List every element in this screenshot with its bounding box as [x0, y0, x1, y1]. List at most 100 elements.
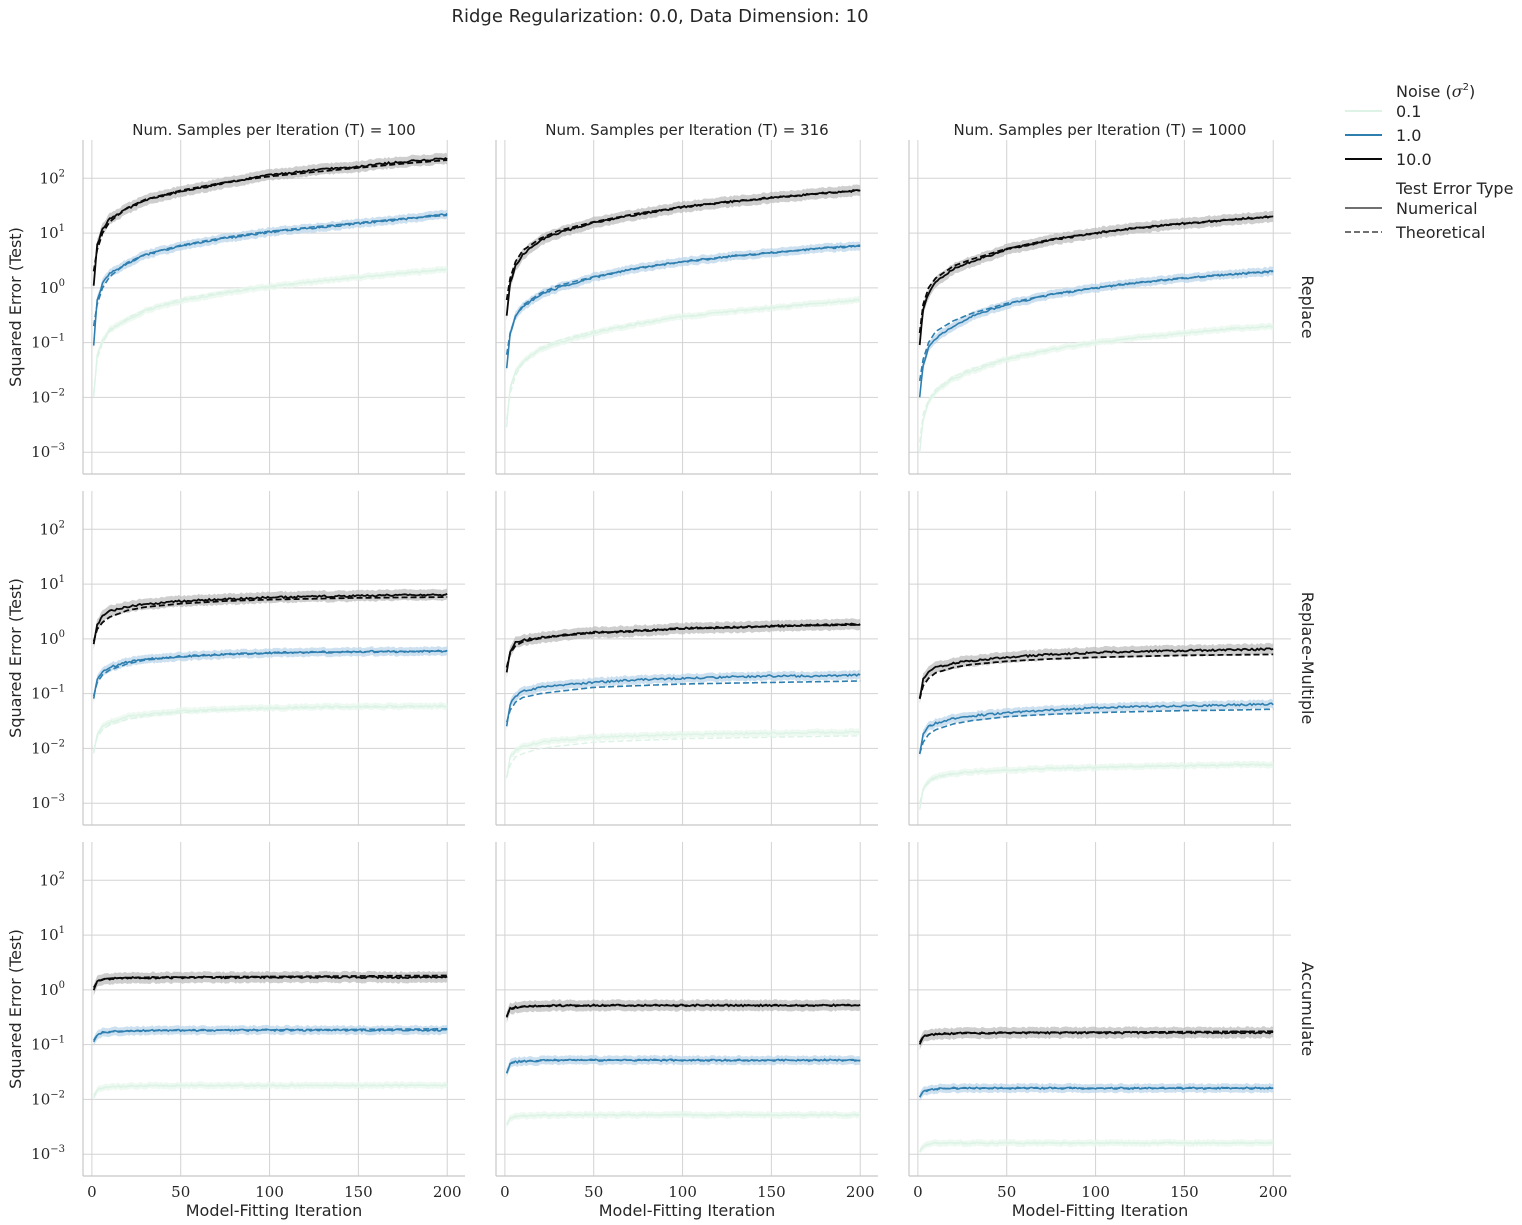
y-tick-label: 10−1: [31, 333, 65, 352]
theoretical-line-noise-10.0: [92, 596, 448, 642]
x-tick-label: 150: [757, 1183, 786, 1201]
confidence-band-noise-1.0: [506, 669, 861, 731]
confidence-band-noise-1.0: [506, 241, 861, 373]
numerical-line-noise-10.0: [92, 975, 448, 991]
theoretical-line-noise-10.0: [505, 624, 861, 668]
y-tick-label: 101: [40, 574, 65, 593]
theoretical-line-noise-1.0: [93, 1027, 448, 1041]
numerical-line-noise-1.0: [92, 212, 448, 346]
panel-1-2: Num. Samples per Iteration (T) = 316: [495, 121, 878, 475]
column-title: Num. Samples per Iteration (T) = 100: [132, 121, 415, 139]
x-tick-label: 50: [997, 1183, 1016, 1201]
theoretical-line-noise-0.1: [93, 268, 448, 394]
y-axis-label: Squared Error (Test): [6, 578, 25, 738]
theoretical-line-noise-10.0: [92, 974, 448, 989]
y-axis-label: Squared Error (Test): [6, 227, 25, 387]
numerical-line-noise-1.0: [505, 673, 861, 727]
theoretical-line-noise-0.1: [919, 325, 1274, 443]
theoretical-line-noise-0.1: [919, 1142, 1274, 1153]
y-tick-label: 101: [40, 925, 65, 944]
theoretical-line-noise-1.0: [505, 244, 861, 355]
x-tick-label: 100: [1081, 1183, 1110, 1201]
theoretical-line-noise-1.0: [92, 214, 448, 327]
panel-3-1: 10−3 10−2 10−1 100 101 102 Squared Error (Test…: [6, 842, 465, 1220]
confidence-band-noise-1.0: [506, 1054, 861, 1077]
confidence-band-noise-1.0: [919, 266, 1274, 402]
legend-label: 1.0: [1396, 126, 1421, 145]
y-tick-label: 10−1: [31, 684, 65, 703]
confidence-band-noise-10.0: [93, 970, 448, 996]
y-tick-label: 100: [40, 980, 65, 999]
theoretical-line-noise-10.0: [918, 1030, 1274, 1043]
x-tick-label: 0: [500, 1183, 510, 1201]
panel-2-2: [495, 491, 878, 826]
theoretical-line-noise-1.0: [505, 680, 861, 723]
theoretical-line-noise-0.1: [93, 705, 448, 752]
legend-entry-numerical: Numerical: [1345, 199, 1478, 218]
figure-title: Ridge Regularization: 0.0, Data Dimensio…: [451, 6, 868, 27]
row-label: Accumulate: [1298, 962, 1317, 1057]
confidence-band-noise-10.0: [919, 1026, 1274, 1050]
confidence-band-noise-1.0: [93, 209, 448, 350]
x-tick-label: 50: [584, 1183, 603, 1201]
theoretical-line-noise-0.1: [506, 1114, 861, 1125]
numerical-line-noise-10.0: [918, 647, 1274, 699]
y-tick-label: 102: [40, 519, 65, 538]
theoretical-line-noise-10.0: [918, 215, 1274, 334]
panel-3-3: 0 50 100 150 200 Model-Fitting Iteration Accum…: [908, 842, 1317, 1220]
numerical-line-noise-0.1: [93, 704, 448, 754]
legend-noise-title: Noise (σ2): [1396, 82, 1475, 101]
y-tick-label: 10−3: [31, 442, 65, 461]
confidence-band-noise-0.1: [506, 1110, 861, 1128]
confidence-band-noise-1.0: [93, 646, 448, 703]
x-tick-label: 200: [1259, 1183, 1288, 1201]
legend-type-entries: Numerical Theoretical: [1345, 199, 1485, 242]
legend-label: 10.0: [1396, 150, 1432, 169]
y-tick-label: 101: [40, 223, 65, 242]
theoretical-line-noise-10.0: [918, 653, 1274, 700]
numerical-line-noise-0.1: [506, 730, 861, 779]
y-tick-label: 10−3: [31, 1144, 65, 1163]
x-axis-label: Model-Fitting Iteration: [599, 1201, 776, 1220]
y-tick-label: 10−3: [31, 793, 65, 812]
theoretical-line-noise-10.0: [505, 1004, 861, 1017]
theoretical-line-noise-1.0: [918, 270, 1274, 382]
theoretical-line-noise-0.1: [919, 764, 1274, 804]
theoretical-line-noise-1.0: [918, 708, 1274, 754]
panel-1-1: 10−3 10−2 10−1 100 101 102 Squared Error (Test…: [6, 121, 465, 475]
theoretical-line-noise-1.0: [92, 650, 448, 697]
y-tick-label: 100: [40, 629, 65, 648]
x-tick-label: 50: [171, 1183, 190, 1201]
legend-type-title: Test Error Type: [1395, 179, 1513, 198]
column-title: Num. Samples per Iteration (T) = 1000: [954, 121, 1247, 139]
x-tick-label: 0: [913, 1183, 923, 1201]
x-tick-label: 200: [433, 1183, 462, 1201]
x-tick-label: 150: [344, 1183, 373, 1201]
legend-noise-entries: 0.1 1.0 10.0: [1345, 102, 1432, 169]
theoretical-line-noise-0.1: [506, 300, 861, 420]
confidence-band-noise-1.0: [919, 698, 1274, 759]
panel-2-1: 10−3 10−2 10−1 100 101 102 Squared Error (Test…: [6, 491, 465, 826]
column-title: Num. Samples per Iteration (T) = 316: [545, 121, 828, 139]
x-tick-label: 100: [668, 1183, 697, 1201]
numerical-line-noise-1.0: [918, 702, 1274, 755]
confidence-band-noise-0.1: [506, 727, 861, 782]
confidence-band-noise-0.1: [93, 1081, 448, 1101]
confidence-band-noise-10.0: [93, 152, 448, 292]
row-label: Replace-Multiple: [1298, 592, 1317, 725]
numerical-line-noise-10.0: [92, 592, 448, 645]
theoretical-line-noise-0.1: [93, 1084, 448, 1096]
panel-grid: 10−3 10−2 10−1 100 101 102 Squared Error (Test…: [6, 121, 1317, 1220]
confidence-band-noise-0.1: [919, 760, 1274, 813]
x-axis-label: Model-Fitting Iteration: [1012, 1201, 1189, 1220]
confidence-band-noise-10.0: [506, 618, 861, 678]
legend-label: Theoretical: [1395, 223, 1485, 242]
theoretical-line-noise-1.0: [919, 1087, 1274, 1098]
confidence-band-noise-1.0: [93, 1024, 448, 1047]
x-tick-label: 0: [87, 1183, 97, 1201]
y-tick-label: 10−2: [31, 738, 65, 757]
legend-label: Numerical: [1396, 199, 1478, 218]
y-tick-label: 102: [40, 870, 65, 889]
legend-entry-noise-1.0: 1.0: [1345, 126, 1421, 145]
y-tick-label: 10−1: [31, 1035, 65, 1054]
